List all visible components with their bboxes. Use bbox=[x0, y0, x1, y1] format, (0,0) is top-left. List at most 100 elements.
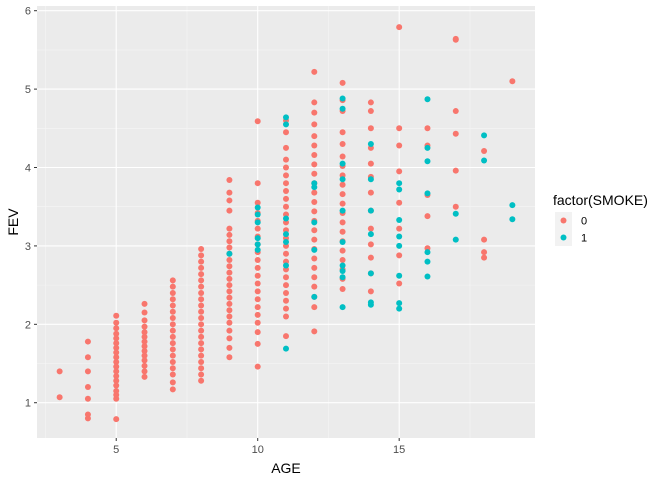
data-point-smoke-1 bbox=[396, 242, 403, 249]
data-point-smoke-0 bbox=[198, 333, 205, 340]
legend-label-1: 1 bbox=[581, 233, 587, 245]
data-point-smoke-0 bbox=[396, 24, 403, 31]
data-point-smoke-0 bbox=[339, 247, 346, 254]
data-point-smoke-0 bbox=[141, 338, 148, 345]
data-point-smoke-0 bbox=[311, 189, 318, 196]
data-point-smoke-0 bbox=[198, 377, 205, 384]
data-point-smoke-0 bbox=[113, 363, 120, 370]
data-point-smoke-0 bbox=[169, 289, 176, 296]
y-tick-label: 3 bbox=[25, 241, 31, 253]
data-point-smoke-0 bbox=[226, 257, 233, 264]
data-point-smoke-0 bbox=[311, 99, 318, 106]
data-point-smoke-0 bbox=[113, 319, 120, 326]
y-tick-label: 5 bbox=[25, 84, 31, 96]
data-point-smoke-0 bbox=[283, 203, 289, 210]
data-point-smoke-0 bbox=[254, 118, 261, 125]
data-point-smoke-1 bbox=[424, 144, 431, 151]
data-point-smoke-0 bbox=[254, 319, 261, 326]
data-point-smoke-0 bbox=[367, 241, 374, 248]
data-point-smoke-1 bbox=[283, 262, 289, 269]
data-point-smoke-0 bbox=[226, 275, 233, 282]
data-point-smoke-0 bbox=[254, 340, 261, 347]
data-point-smoke-0 bbox=[169, 327, 176, 334]
data-point-smoke-0 bbox=[254, 272, 261, 279]
data-point-smoke-1 bbox=[254, 211, 261, 218]
data-point-smoke-0 bbox=[226, 319, 233, 326]
data-point-smoke-0 bbox=[396, 168, 403, 175]
axes: 5 10 15 1 2 3 4 5 6 bbox=[25, 6, 405, 456]
data-point-smoke-1 bbox=[367, 140, 374, 147]
data-point-smoke-1 bbox=[339, 268, 346, 275]
y-axis-title: FEV bbox=[5, 208, 21, 236]
data-point-smoke-1 bbox=[226, 250, 233, 257]
legend-items: 01 bbox=[555, 212, 587, 246]
data-point-smoke-0 bbox=[169, 379, 176, 386]
data-point-smoke-0 bbox=[198, 340, 205, 347]
data-point-smoke-1 bbox=[254, 204, 261, 211]
data-point-smoke-1 bbox=[283, 231, 289, 238]
data-point-smoke-0 bbox=[56, 394, 63, 401]
data-point-smoke-0 bbox=[226, 189, 233, 196]
data-point-smoke-1 bbox=[424, 96, 431, 103]
data-point-smoke-0 bbox=[339, 181, 346, 188]
data-point-smoke-0 bbox=[141, 317, 148, 324]
data-point-smoke-0 bbox=[169, 296, 176, 303]
data-point-smoke-0 bbox=[396, 225, 403, 232]
data-point-smoke-1 bbox=[396, 305, 403, 312]
data-point-smoke-1 bbox=[396, 217, 403, 224]
data-point-smoke-0 bbox=[311, 304, 318, 311]
data-point-smoke-0 bbox=[113, 377, 120, 384]
data-point-smoke-0 bbox=[452, 108, 459, 115]
data-point-smoke-0 bbox=[339, 79, 346, 86]
data-point-smoke-1 bbox=[339, 274, 346, 281]
data-point-smoke-0 bbox=[84, 338, 91, 345]
data-point-smoke-1 bbox=[339, 238, 346, 245]
data-point-smoke-0 bbox=[283, 156, 289, 163]
data-point-smoke-0 bbox=[283, 188, 289, 195]
data-point-smoke-0 bbox=[339, 153, 346, 160]
data-point-smoke-0 bbox=[311, 161, 318, 168]
data-point-smoke-0 bbox=[367, 160, 374, 167]
data-point-smoke-0 bbox=[169, 371, 176, 378]
data-point-smoke-0 bbox=[311, 264, 318, 271]
data-point-smoke-0 bbox=[198, 277, 205, 284]
x-tick-label: 15 bbox=[393, 444, 405, 456]
data-point-smoke-0 bbox=[339, 191, 346, 198]
data-point-smoke-0 bbox=[311, 142, 318, 149]
data-point-smoke-0 bbox=[452, 167, 459, 174]
data-point-smoke-1 bbox=[283, 114, 289, 121]
data-point-smoke-1 bbox=[283, 345, 289, 352]
data-point-smoke-0 bbox=[226, 344, 233, 351]
data-point-smoke-0 bbox=[141, 323, 148, 330]
data-point-smoke-0 bbox=[226, 207, 233, 214]
data-point-smoke-1 bbox=[481, 157, 488, 164]
data-point-smoke-0 bbox=[226, 231, 233, 238]
data-point-smoke-1 bbox=[367, 270, 374, 277]
data-point-smoke-0 bbox=[113, 416, 120, 423]
data-point-smoke-0 bbox=[311, 199, 318, 206]
data-point-smoke-1 bbox=[481, 132, 488, 139]
x-tick-label: 10 bbox=[252, 444, 264, 456]
data-point-smoke-0 bbox=[226, 238, 233, 245]
data-point-smoke-0 bbox=[226, 300, 233, 307]
data-point-smoke-1 bbox=[254, 241, 261, 248]
data-point-smoke-1 bbox=[254, 235, 261, 242]
legend: factor(SMOKE) 01 bbox=[553, 192, 648, 246]
data-point-smoke-0 bbox=[141, 347, 148, 354]
data-point-smoke-1 bbox=[311, 219, 318, 226]
data-point-smoke-0 bbox=[283, 274, 289, 281]
data-point-smoke-0 bbox=[169, 352, 176, 359]
data-point-smoke-0 bbox=[113, 354, 120, 361]
data-point-smoke-0 bbox=[198, 308, 205, 315]
data-point-smoke-0 bbox=[113, 330, 120, 337]
data-point-smoke-0 bbox=[283, 333, 289, 340]
data-point-smoke-1 bbox=[424, 190, 431, 197]
data-point-smoke-0 bbox=[198, 321, 205, 328]
data-point-smoke-0 bbox=[198, 289, 205, 296]
data-point-smoke-1 bbox=[339, 95, 346, 102]
data-point-smoke-0 bbox=[169, 358, 176, 365]
data-point-smoke-0 bbox=[84, 354, 91, 361]
data-point-smoke-0 bbox=[169, 315, 176, 322]
data-point-smoke-0 bbox=[367, 189, 374, 196]
data-point-smoke-0 bbox=[283, 289, 289, 296]
